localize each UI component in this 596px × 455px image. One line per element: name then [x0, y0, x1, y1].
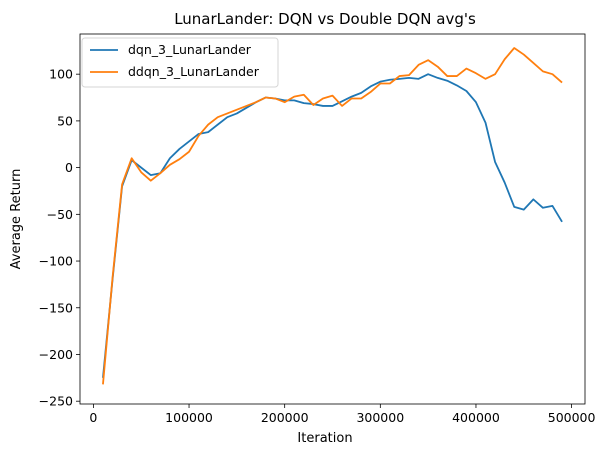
legend-label-ddqn: ddqn_3_LunarLander [128, 64, 260, 79]
y-axis-label: Average Return [9, 169, 24, 270]
y-axis-ticks: −250 −200 −150 −100 −50 0 50 100 [39, 67, 80, 409]
series-line-1 [102, 47, 563, 385]
y-tick-label: −50 [47, 207, 73, 222]
series-layer [102, 47, 563, 385]
legend: dqn_3_LunarLander ddqn_3_LunarLander [81, 37, 279, 88]
legend-box [81, 37, 279, 88]
y-tick-label: −100 [39, 254, 73, 269]
plot-area [80, 34, 585, 404]
plot-frame [79, 33, 586, 405]
x-tick-label: 200000 [261, 410, 309, 425]
x-tick-label: 100000 [165, 410, 213, 425]
x-tick-label: 400000 [452, 410, 500, 425]
x-tick-label: 0 [89, 410, 97, 425]
y-tick-label: 0 [65, 160, 73, 175]
x-tick-label: 500000 [548, 410, 596, 425]
x-axis-label: Iteration [297, 431, 352, 446]
chart-title: LunarLander: DQN vs Double DQN avg's [174, 10, 476, 28]
y-tick-label: −200 [39, 347, 73, 362]
x-tick-label: 300000 [356, 410, 404, 425]
x-axis-ticks: 0 100000 200000 300000 400000 500000 [89, 404, 596, 425]
legend-label-dqn: dqn_3_LunarLander [128, 42, 252, 57]
y-tick-label: −150 [39, 300, 73, 315]
y-tick-label: 100 [49, 67, 73, 82]
series-line-0 [102, 73, 563, 378]
y-tick-label: −250 [39, 394, 73, 409]
y-tick-label: 50 [57, 113, 73, 128]
